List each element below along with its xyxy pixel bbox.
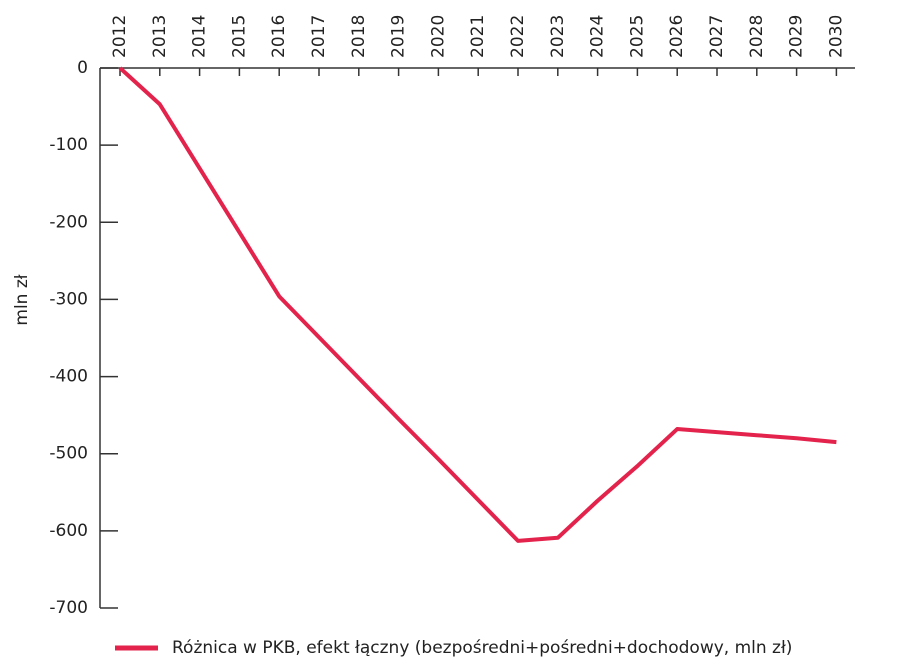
x-tick-label: 2023 [548,15,568,58]
line-series [118,66,837,543]
x-tick-label: 2028 [747,15,767,58]
x-tick-label: 2020 [428,15,448,58]
x-tick-label: 2014 [190,15,210,58]
legend-label: Różnica w PKB, efekt łączny (bezpośredni… [172,638,792,658]
x-tick-label: 2015 [229,15,249,58]
x-tick-label: 2027 [707,15,727,58]
y-tick-label: -400 [49,367,88,387]
x-tick-label: 2019 [389,15,409,58]
x-tick-label: 2022 [508,15,528,58]
x-tick-label: 2025 [627,15,647,58]
y-tick-label: -700 [49,598,88,618]
x-tick-label: 2018 [349,15,369,58]
x-tick-label: 2024 [588,15,608,58]
y-tick-label: -300 [49,289,88,309]
y-tick-label: -200 [49,212,88,232]
x-tick-label: 2021 [468,15,488,58]
x-tick-label: 2026 [667,15,687,58]
y-tick-label: -100 [49,135,88,155]
x-tick-label: 2029 [787,15,807,58]
x-tick-label: 2012 [110,15,130,58]
x-tick-label: 2016 [269,15,289,58]
x-tick-label: 2030 [826,15,846,58]
y-tick-label: 0 [77,58,88,78]
y-tick-label: -600 [49,521,88,541]
y-axis-label: mln zł [12,274,32,325]
x-tick-label: 2017 [309,15,329,58]
x-tick-label: 2013 [150,15,170,58]
y-tick-label: -500 [49,444,88,464]
